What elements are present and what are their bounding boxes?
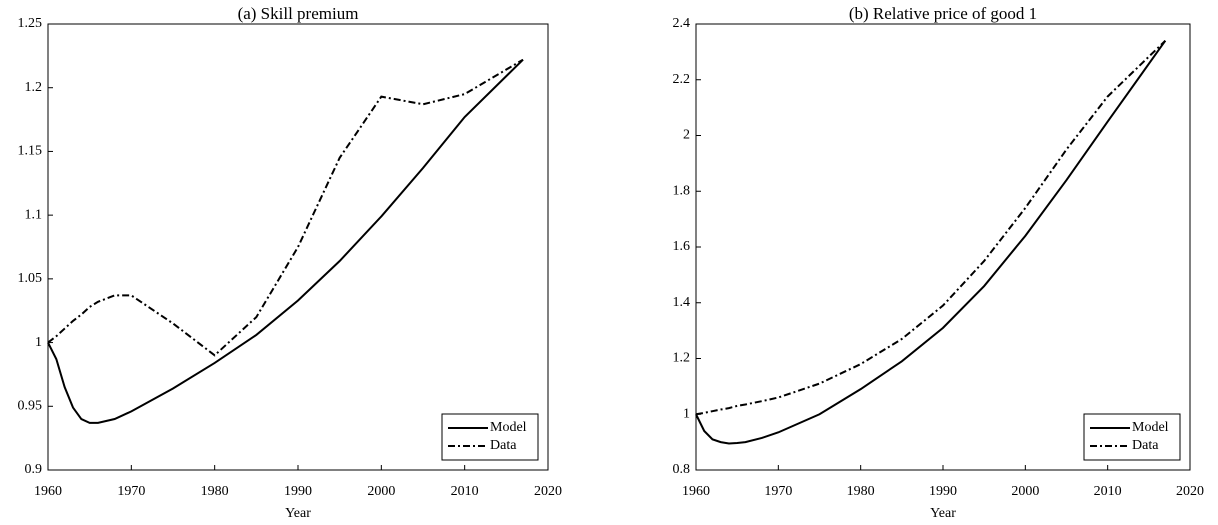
x-tick-label: 2020 [1176, 484, 1204, 499]
legend-box [1083, 413, 1181, 461]
legend-label: Data [490, 438, 517, 453]
legend-label: Model [1132, 420, 1169, 435]
x-axis-label: Year [930, 506, 956, 521]
legend: Model Data [1083, 413, 1181, 461]
x-tick-label: 2000 [367, 484, 395, 499]
x-tick-label: 1990 [929, 484, 957, 499]
x-tick-label: 1990 [284, 484, 312, 499]
series-line [695, 40, 1167, 445]
y-tick-label: 0.8 [673, 462, 691, 477]
series-line [695, 40, 1166, 416]
y-tick-label: 1.2 [25, 80, 43, 95]
y-tick-label: 1.15 [18, 144, 43, 159]
x-tick-label: 1980 [201, 484, 229, 499]
y-tick-label: 0.95 [18, 399, 43, 414]
x-tick-label: 1970 [117, 484, 145, 499]
series-line [47, 58, 524, 424]
series-line [47, 58, 524, 357]
x-tick-label: 1960 [34, 484, 62, 499]
legend-box [441, 413, 539, 461]
legend-label: Data [1132, 438, 1159, 453]
y-tick-label: 1 [35, 335, 42, 350]
y-tick-label: 2 [683, 128, 690, 143]
x-tick-label: 2020 [534, 484, 562, 499]
x-tick-label: 1960 [682, 484, 710, 499]
x-tick-label: 2010 [451, 484, 479, 499]
plot-frame [695, 23, 1191, 471]
x-tick-label: 2010 [1094, 484, 1122, 499]
y-tick-label: 1.6 [673, 239, 691, 254]
legend-label: Model [490, 420, 527, 435]
y-tick-label: 1.05 [18, 271, 43, 286]
x-tick-label: 1980 [847, 484, 875, 499]
x-tick-label: 1970 [764, 484, 792, 499]
y-tick-label: 1 [683, 406, 690, 421]
y-tick-label: 1.2 [673, 351, 691, 366]
legend: Model Data [441, 413, 539, 461]
plot-frame [47, 23, 549, 471]
y-tick-label: 0.9 [25, 462, 43, 477]
x-axis-label: Year [285, 506, 311, 521]
x-tick-label: 2000 [1011, 484, 1039, 499]
y-tick-label: 1.8 [673, 183, 691, 198]
y-tick-label: 2.4 [673, 16, 691, 31]
y-tick-label: 2.2 [673, 72, 691, 87]
y-tick-label: 1.1 [25, 207, 43, 222]
y-tick-label: 1.25 [18, 16, 43, 31]
chart-title: (b) Relative price of good 1 [849, 4, 1037, 23]
y-tick-label: 1.4 [673, 295, 691, 310]
chart-title: (a) Skill premium [238, 4, 359, 23]
